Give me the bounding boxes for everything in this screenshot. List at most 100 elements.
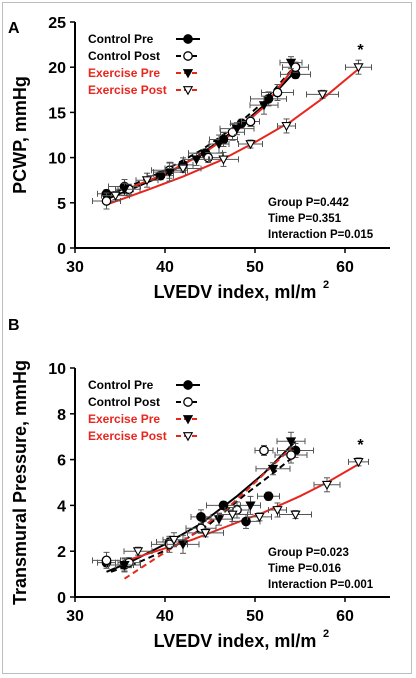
data-point [353,63,364,73]
legend-marker [183,380,193,390]
stat-text: Time P=0.016 [268,563,341,575]
y-tick-label: 20 [48,60,66,77]
data-point [267,464,279,475]
significance-star: * [357,42,364,59]
y-tick-label: 5 [57,196,66,213]
legend-marker [182,86,194,96]
x-axis-label-superscript: 2 [323,628,329,640]
x-tick-label: 30 [66,608,84,625]
x-tick-label: 40 [156,259,174,276]
legend-marker [183,397,193,407]
stat-text: Interaction P=0.015 [268,229,374,241]
fit-line-exercise-pre [123,447,292,580]
y-tick-label: 10 [48,361,66,378]
series-exercise-post [123,457,369,557]
legend-marker [182,69,194,79]
panel-label: A [8,20,20,37]
series-exercise-pre [115,431,306,572]
legend-label: Control Post [88,49,160,63]
y-axis-label: PCWP, mmHg [10,76,30,194]
x-tick-label: 30 [66,259,84,276]
chart-panel-a: 0 5 10 15 20 25 30 40 50 60 PCWP, mmHg LVEDV index,… [8,15,390,302]
data-point [196,511,206,522]
legend-marker [182,415,194,425]
data-point [245,116,256,127]
legend-marker [183,51,193,61]
chart-panel-b: 0 2 4 6 8 10 30 40 50 60 Transmural Pressure, mmHg… [8,317,390,651]
legend: Control Pre Control Post Exercise Pre Exerc… [88,32,200,97]
data-point [101,196,112,206]
legend-label: Exercise Pre [88,66,160,80]
y-tick-label: 0 [57,241,66,258]
data-point [258,101,270,111]
data-point [200,528,211,539]
data-point [177,164,189,174]
data-point [353,457,364,468]
stat-text: Interaction P=0.001 [268,579,374,591]
data-point [317,90,328,100]
data-point [259,445,269,456]
data-point [119,561,130,571]
y-tick-label: 0 [57,590,66,607]
data-point [272,87,283,98]
data-point [286,450,296,460]
x-tick-label: 50 [246,259,264,276]
stat-text: Time P=0.351 [268,213,342,225]
data-point [213,515,225,525]
legend-label: Control Post [88,395,160,409]
data-point [254,512,265,523]
significance-star: * [357,437,364,454]
series-exercise-pre [115,56,303,196]
data-point [177,540,189,550]
stat-text: Group P=0.023 [268,547,349,559]
data-point [285,58,297,69]
x-axis-label: LVEDV index, ml/m [154,631,317,651]
data-point [191,155,202,165]
x-tick-label: 40 [156,608,174,625]
data-point [241,516,251,527]
panel-label: B [8,317,20,334]
y-tick-label: 6 [57,453,66,470]
data-point [281,122,292,132]
legend-marker [182,432,194,442]
legend-label: Control Pre [88,378,154,392]
data-point [218,155,229,165]
y-tick-label: 15 [48,105,66,122]
stat-text: Group P=0.442 [268,197,349,209]
data-point [218,500,229,511]
y-tick-label: 8 [57,407,66,424]
x-tick-label: 60 [336,608,354,625]
y-tick-label: 25 [48,15,66,32]
y-tick-label: 10 [48,151,66,168]
data-point [245,140,256,150]
data-point [245,501,256,511]
legend-label: Exercise Post [88,429,167,443]
legend-label: Control Pre [88,32,154,46]
data-point [272,506,283,516]
y-tick-label: 2 [57,544,66,561]
fit-line-exercise-post [106,68,360,206]
data-point [101,555,112,566]
y-axis-label: Transmural Pressure, mmHg [10,360,30,605]
data-point [110,191,121,201]
data-point [290,510,301,520]
legend-label: Exercise Pre [88,412,160,426]
legend-marker [183,34,193,44]
figure-border [2,2,412,674]
x-tick-label: 50 [246,608,264,625]
x-tick-label: 60 [336,259,354,276]
data-point [132,547,144,557]
data-point [227,510,238,520]
data-point [141,176,153,186]
legend: Control Pre Control Post Exercise Pre Exerc… [88,378,200,443]
data-point [168,535,180,546]
x-axis-label: LVEDV index, ml/m [154,282,317,302]
series-control-post [92,444,308,569]
y-tick-label: 4 [57,498,66,515]
data-point [119,185,130,195]
data-point [285,437,297,447]
data-point [263,491,274,502]
data-point [213,140,225,150]
x-axis-label-superscript: 2 [323,279,329,291]
